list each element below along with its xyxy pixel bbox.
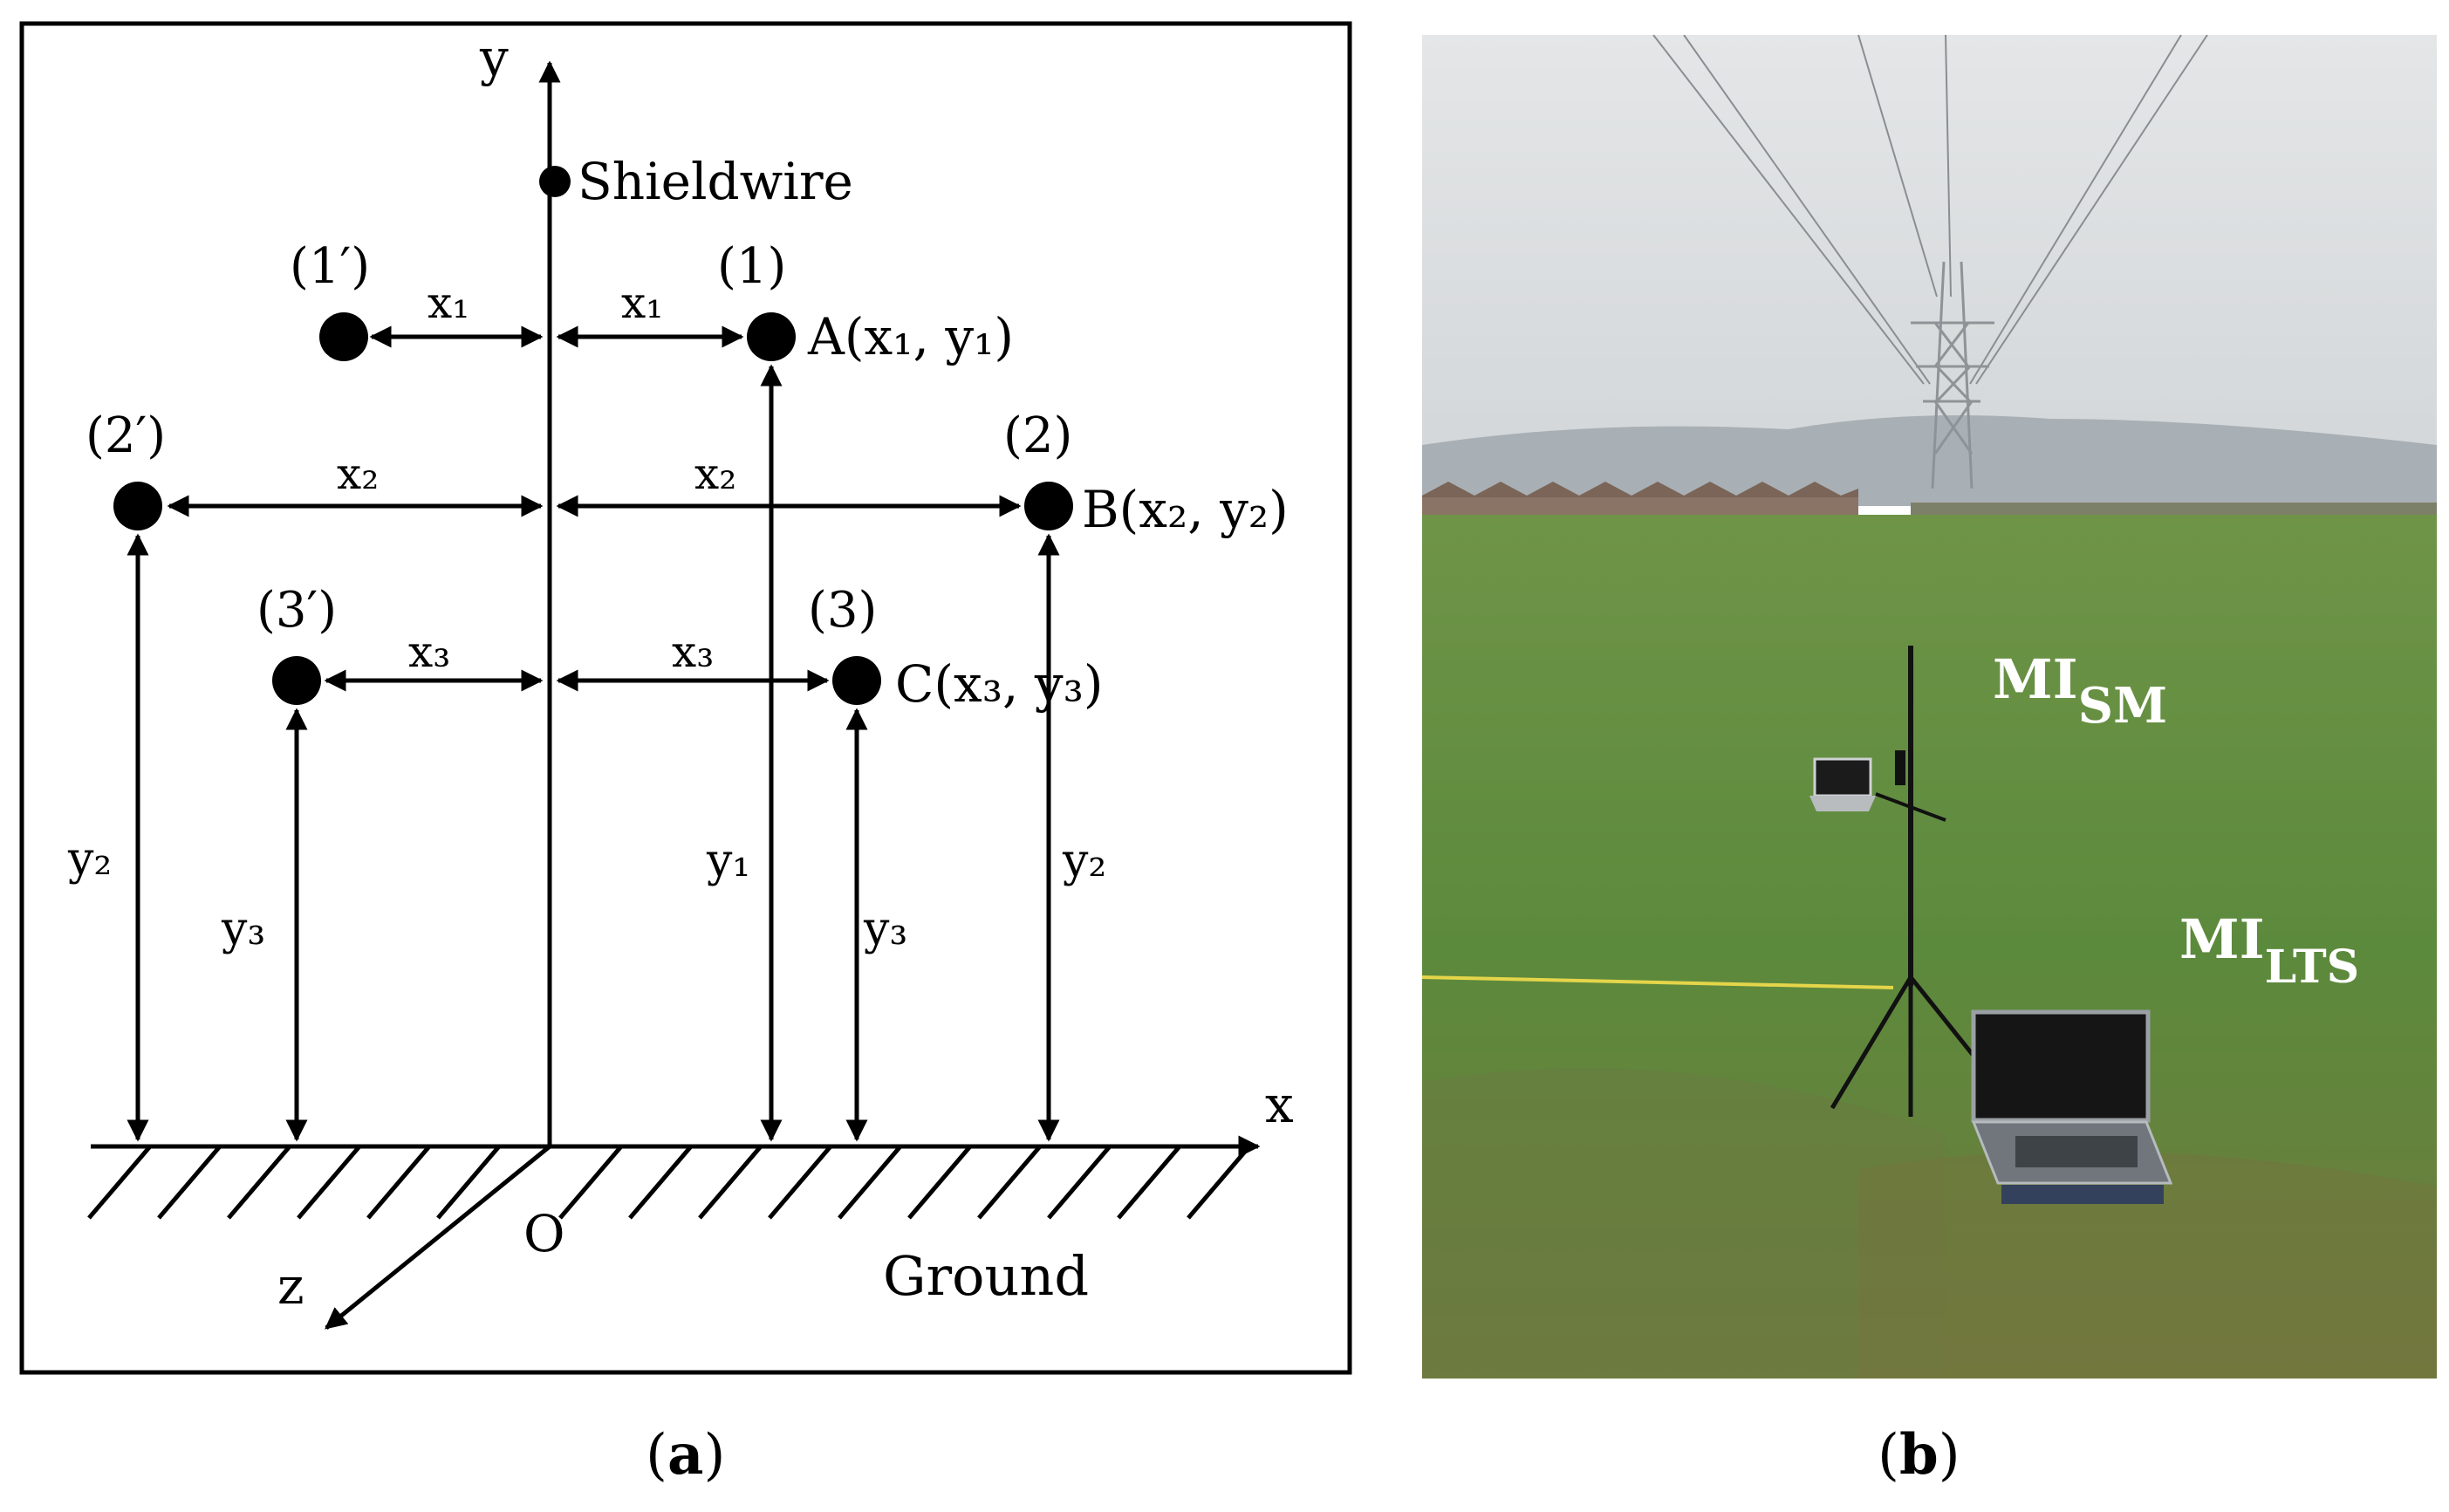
shield-wire-point — [539, 166, 571, 197]
x1-right-label: x₁ — [621, 277, 663, 328]
conductor-2-tag: (2) — [1003, 407, 1072, 464]
large-laptop — [1971, 1009, 2173, 1204]
conductor-1-point — [747, 312, 796, 361]
y2-left-label: y₂ — [67, 833, 112, 886]
conductor-3-tag: (3) — [808, 582, 877, 639]
origin-label: O — [523, 1204, 565, 1263]
x1-left-label: x₁ — [428, 277, 469, 328]
conductor-geometry-diagram: y x z O Ground Shieldwire (1) (1′) A(x₁,… — [19, 21, 1352, 1375]
y1-label: y₁ — [706, 835, 750, 887]
y3-right-label: y₃ — [863, 903, 907, 955]
conductor-3-image-tag: (3′) — [257, 582, 337, 639]
conductor-3-point — [832, 656, 881, 705]
conductor-2-point — [1024, 482, 1073, 530]
conductor-1-coord-label: A(x₁, y₁) — [807, 307, 1014, 366]
z-axis — [325, 1145, 551, 1330]
conductor-1-image-tag: (1′) — [290, 238, 370, 295]
caption-b: (b) — [1878, 1422, 1960, 1488]
x2-left-label: x₂ — [337, 448, 379, 499]
mi-sm-label: MISM — [1993, 647, 2167, 735]
grass-field — [1422, 515, 2437, 1379]
x-axis-label: x — [1265, 1075, 1294, 1134]
sky — [1422, 35, 2437, 489]
sensor-tripod — [1830, 646, 1982, 1117]
shield-wire-label: Shieldwire — [578, 152, 853, 211]
z-axis-label: z — [277, 1256, 304, 1316]
conductor-2-coord-label: B(x₂, y₂) — [1082, 480, 1289, 539]
caption-a: (a) — [646, 1422, 726, 1488]
conductor-2-image-point — [113, 482, 162, 530]
measuring-tape — [1422, 975, 1894, 989]
x2-right-label: x₂ — [694, 448, 736, 499]
ground-hatching — [87, 1145, 1251, 1220]
conductor-1-image-point — [319, 312, 368, 361]
diagram-frame — [19, 21, 1352, 1375]
x3-right-label: x₃ — [672, 626, 714, 677]
y-axis-label: y — [479, 28, 509, 87]
diagram-panel-a: y x z O Ground Shieldwire (1) (1′) A(x₁,… — [19, 21, 1352, 1375]
mi-sm-label-main: MI — [1993, 647, 2078, 711]
distant-hills — [1422, 415, 2437, 506]
field-photo-panel-b: MISM MILTS — [1422, 35, 2437, 1379]
small-laptop — [1809, 757, 1876, 811]
conductor-2-image-tag: (2′) — [86, 407, 166, 464]
y3-left-label: y₃ — [221, 903, 265, 955]
conductor-3-image-point — [272, 656, 321, 705]
field-measurement-photo: MISM MILTS — [1422, 35, 2437, 1379]
transmission-tower — [1911, 261, 1994, 489]
mi-lts-label-sub: LTS — [2265, 941, 2360, 994]
conductor-3-coord-label: C(x₃, y₃) — [895, 654, 1104, 714]
conductor-1-tag: (1) — [717, 238, 786, 295]
mi-sm-label-sub: SM — [2078, 677, 2167, 735]
mi-lts-label-main: MI — [2179, 907, 2265, 971]
x3-left-label: x₃ — [408, 626, 450, 677]
ground-label: Ground — [883, 1244, 1089, 1308]
mi-lts-label: MILTS — [2179, 907, 2359, 994]
power-lines — [1652, 35, 2208, 385]
y2-right-label: y₂ — [1062, 835, 1106, 887]
caption-a-letter: a — [667, 1422, 704, 1488]
caption-b-letter: b — [1898, 1422, 1939, 1488]
